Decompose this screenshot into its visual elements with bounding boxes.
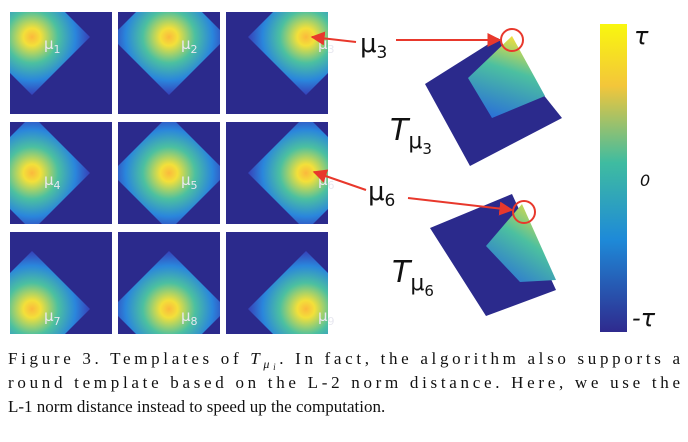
colorbar-label: τ [634,22,649,50]
template-peak [468,36,545,118]
tile-label: μ5 [181,171,198,192]
tile-label: μ8 [181,307,198,328]
colorbar-label: 0 [640,171,650,190]
arrow [407,197,514,216]
tile-label-symbol: μ [318,307,328,325]
template-tile: μ2 [118,12,220,114]
tile-label-symbol: μ [181,171,191,189]
tile-label-index: 1 [54,43,61,56]
template-peak [486,204,556,282]
tile-diamond [10,12,90,95]
tile-label: μ9 [318,307,335,328]
tile-label-symbol: μ [44,307,54,325]
tile-diamond [248,12,328,95]
tile-label: μ2 [181,35,198,56]
tile-label: μ4 [44,171,61,192]
tile-label: μ1 [44,35,61,56]
tile-label-index: 3 [328,43,335,56]
tile-diamond [248,122,328,224]
callout-label: μ3 [360,29,387,63]
tile-diamond [10,122,90,224]
tile-diamond [118,251,220,334]
tile-diamond [118,12,220,95]
arrow [310,31,357,46]
callout-label: μ6 [368,177,395,211]
tile-label-index: 7 [54,315,61,328]
colorbar-label: -τ [632,304,656,332]
tile-diamond [10,251,90,334]
tile-label-index: 9 [328,315,335,328]
tile-label-symbol: μ [44,35,54,53]
tile-label-symbol: μ [181,35,191,53]
colorbar [600,24,627,332]
tile-label: μ7 [44,307,61,328]
tile-label-index: 4 [54,179,61,192]
template-tile: μ6 [226,122,335,224]
template-tile: μ9 [226,232,335,334]
template-tile: μ5 [118,122,220,224]
template-tile: μ1 [10,12,112,114]
template-3d-mu6 [430,194,556,316]
template-label: Tμ6 [392,255,434,300]
template-tile: μ8 [118,232,220,334]
template-tile: μ7 [10,232,112,334]
tile-label-index: 8 [191,315,198,328]
template-label: Tμ3 [390,113,432,158]
tile-label-index: 6 [328,179,335,192]
tile-label-symbol: μ [181,307,191,325]
caption-line: L-1 norm distance instead to speed up th… [8,397,385,416]
caption-line: round template based on the L-2 norm dis… [8,373,680,392]
arrow [312,169,367,191]
tile-label-index: 2 [191,43,198,56]
template-tile: μ3 [226,12,335,114]
template-3d-mu3 [425,28,562,166]
tile-label-index: 5 [191,179,198,192]
arrows [310,31,514,216]
template-tile: μ4 [10,122,112,224]
tile-diamond [118,122,220,224]
tile-label-symbol: μ [44,171,54,189]
tile-diamond [248,251,328,334]
